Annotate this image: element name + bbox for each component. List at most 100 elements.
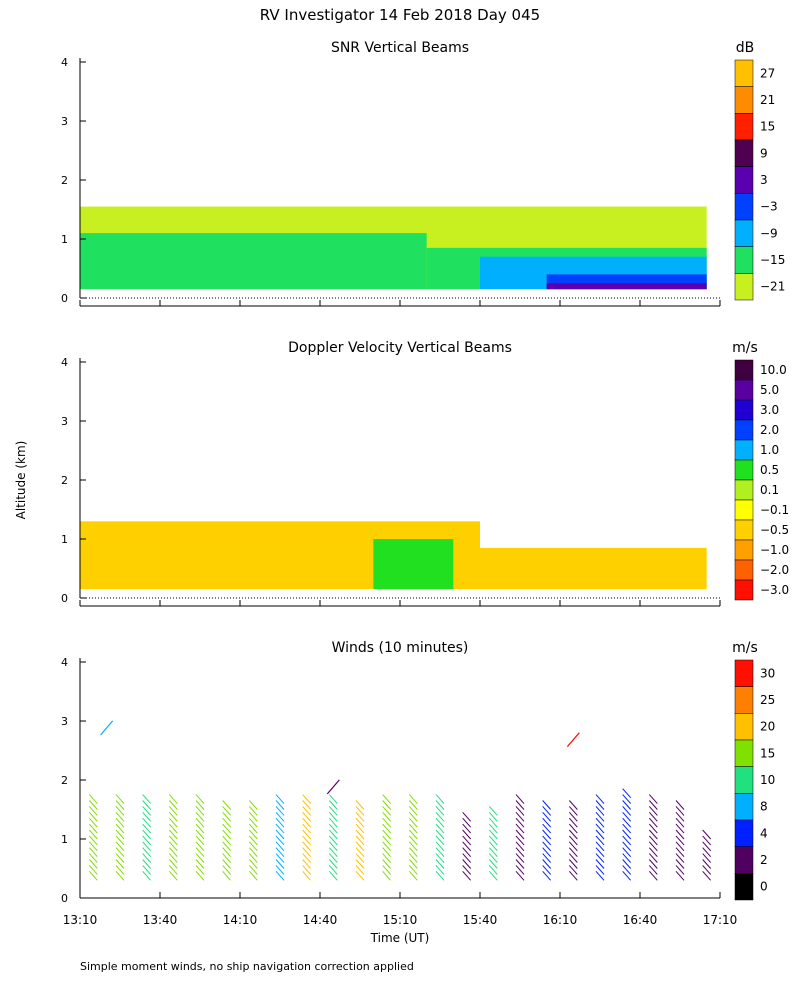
wind-barb	[568, 841, 578, 852]
wind-barb	[622, 835, 632, 846]
y-tick-label: 2	[61, 474, 68, 487]
wind-barb	[222, 800, 232, 810]
x-axis: 13:10 13:40 14:10 14:40 15:10 15:40 16:10 16:40…	[63, 892, 738, 927]
wind-barb	[622, 870, 632, 881]
colorbar-swatch	[734, 499, 754, 521]
wind-barb	[142, 811, 152, 822]
y-tick-label: 2	[61, 174, 68, 187]
wind-barb	[302, 870, 312, 881]
wind-barb	[168, 841, 178, 852]
wind-barb	[168, 847, 178, 858]
wind-barb	[488, 823, 498, 834]
wind-barb	[222, 817, 232, 828]
wind-barb	[568, 870, 578, 881]
wind-barb	[302, 847, 312, 858]
wind-barb	[675, 847, 685, 858]
wind-barb	[622, 859, 632, 869]
wind-barb	[382, 806, 392, 816]
wind-barb	[488, 841, 498, 852]
wind-barb	[568, 817, 578, 828]
colorbar-label: −15	[760, 253, 785, 267]
wind-barb	[355, 853, 365, 863]
wind-barb	[462, 847, 472, 858]
wind-barb	[275, 865, 285, 875]
wind-barb	[142, 865, 152, 875]
wind-barb	[515, 841, 525, 852]
wind-barb	[702, 853, 712, 863]
wind-barb	[115, 817, 125, 828]
colorbar: 27 21 15 9 3 −3 −9 −15 −21	[734, 59, 785, 301]
wind-barb	[648, 859, 658, 869]
wind-barb	[195, 847, 205, 858]
wind-barb	[195, 859, 205, 869]
colorbar-swatch	[734, 579, 754, 601]
y-axis: 0 1 2 3 4	[61, 356, 86, 605]
colorbar-label: 2.0	[760, 423, 779, 437]
wind-barb	[675, 829, 685, 840]
wind-barb	[275, 823, 285, 834]
wind-barb	[648, 829, 658, 840]
wind-barb	[542, 829, 552, 840]
wind-barb	[568, 859, 578, 869]
wind-barb	[542, 859, 552, 869]
wind-barb	[88, 817, 98, 828]
wind-barb	[568, 829, 578, 840]
wind-barb	[515, 794, 525, 804]
wind-barb	[382, 870, 392, 881]
wind-barb	[275, 847, 285, 858]
colorbar-swatch	[734, 219, 754, 247]
colorbar-label: 4	[760, 826, 768, 840]
wind-barb	[248, 847, 258, 858]
wind-barb	[355, 811, 365, 822]
colorbar-label: 10	[760, 773, 775, 787]
wind-barb	[115, 794, 125, 804]
wind-barb	[462, 865, 472, 875]
wind-barb	[302, 806, 312, 816]
wind-barb	[568, 806, 578, 816]
wind-barb	[275, 800, 285, 810]
heatmap-regions	[80, 521, 707, 590]
wind-barb	[328, 794, 338, 804]
wind-barb	[515, 817, 525, 828]
wind-barb	[328, 806, 338, 816]
wind-barb	[488, 865, 498, 875]
wind-barb	[168, 823, 178, 834]
wind-barb	[115, 870, 125, 881]
wind-barb	[195, 835, 205, 846]
wind-barb	[88, 811, 98, 822]
wind-barb	[355, 800, 365, 810]
colorbar-label: 3.0	[760, 403, 779, 417]
wind-barb	[622, 800, 632, 810]
wind-barb	[488, 817, 498, 828]
wind-barb	[462, 811, 472, 822]
wind-barb	[435, 800, 445, 810]
wind-barb	[382, 853, 392, 863]
colorbar-swatch	[734, 399, 754, 421]
wind-barb	[88, 853, 98, 863]
wind-barb	[675, 811, 685, 822]
wind-barb	[88, 829, 98, 840]
wind-barb	[248, 829, 258, 840]
wind-barb	[88, 835, 98, 846]
wind-barb	[675, 841, 685, 852]
colorbar-label: −2.0	[760, 563, 789, 577]
wind-barb	[648, 806, 658, 816]
wind-barb	[622, 865, 632, 875]
colorbar-label: 20	[760, 720, 775, 734]
wind-barb	[195, 806, 205, 816]
wind-barb	[542, 806, 552, 816]
wind-barb	[702, 870, 712, 881]
wind-barb	[88, 847, 98, 858]
wind-barb	[355, 865, 365, 875]
wind-barb	[382, 817, 392, 828]
colorbar-label: −3	[760, 200, 778, 214]
wind-barb	[168, 870, 178, 881]
y-tick-label: 3	[61, 415, 68, 428]
wind-barb	[222, 829, 232, 840]
y-tick-label: 4	[61, 56, 68, 69]
wind-barb	[115, 823, 125, 834]
wind-barb	[595, 865, 605, 875]
colorbar-swatch	[734, 559, 754, 581]
x-tick-label: 17:10	[703, 913, 738, 927]
